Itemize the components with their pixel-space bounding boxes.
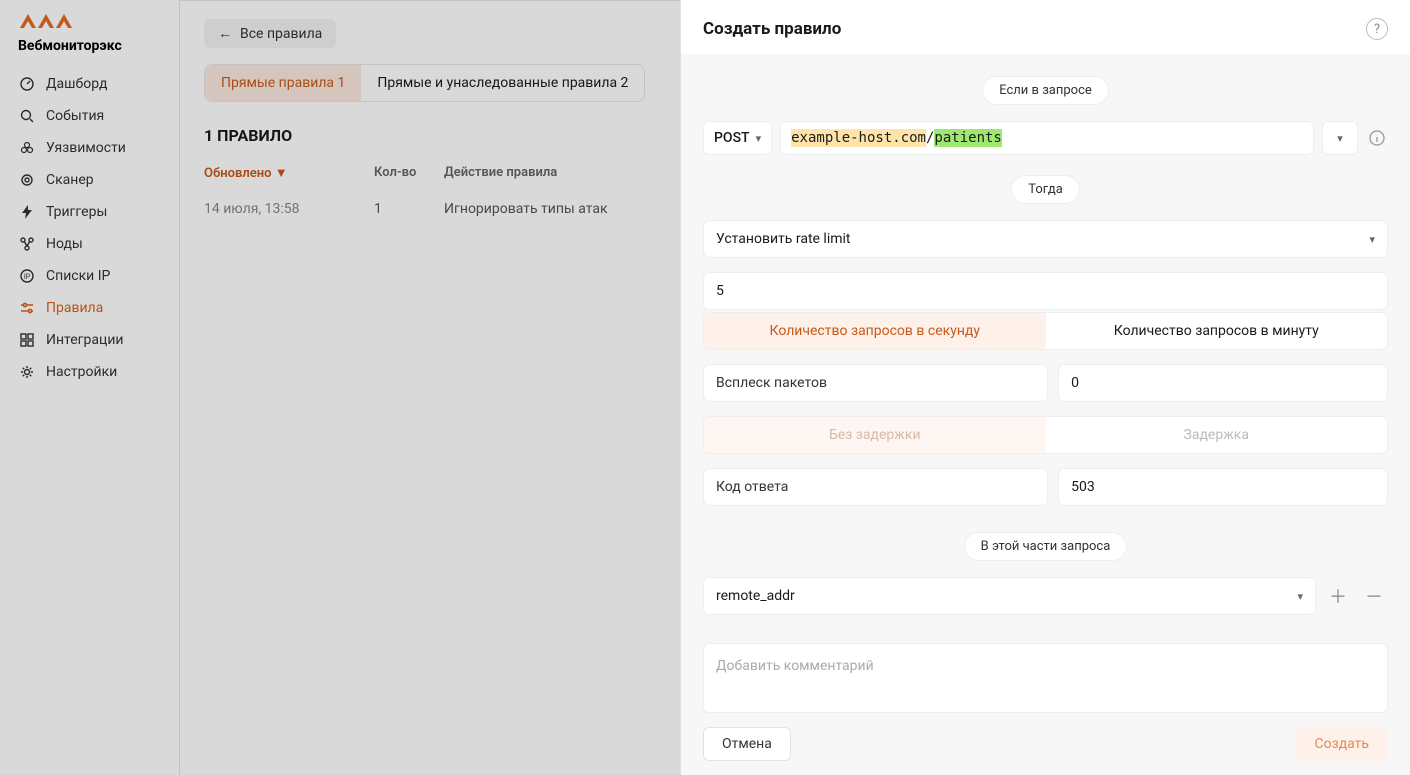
- nav-item-ip-lists[interactable]: IP Списки IP: [0, 260, 179, 292]
- sidebar: Вебмониторэкс Дашборд События Уязвимости…: [0, 0, 180, 775]
- url-input[interactable]: example-host.com/patients: [780, 121, 1314, 155]
- nav-item-nodes[interactable]: Ноды: [0, 228, 179, 260]
- all-rules-button[interactable]: ← Все правила: [204, 19, 336, 48]
- create-button[interactable]: Создать: [1296, 727, 1389, 761]
- all-rules-label: Все правила: [240, 26, 322, 42]
- nav-label: Уязвимости: [46, 140, 126, 156]
- panel-title: Создать правило: [703, 19, 841, 39]
- brand: Вебмониторэкс: [0, 10, 179, 68]
- nav-label: Триггеры: [46, 204, 107, 220]
- nav-label: Списки IP: [46, 268, 110, 284]
- response-code-input[interactable]: 503: [1058, 468, 1388, 506]
- chip-then: Тогда: [1011, 175, 1080, 204]
- sliders-icon: [18, 300, 36, 316]
- rate-limit-value: 5: [716, 283, 724, 299]
- rate-unit-per-second[interactable]: Количество запросов в секунду: [704, 313, 1046, 349]
- request-part-select[interactable]: remote_addr ▾: [703, 577, 1316, 615]
- cell-updated: 14 июля, 13:58: [204, 201, 374, 217]
- nav-item-vulnerabilities[interactable]: Уязвимости: [0, 132, 179, 164]
- burst-label: Всплеск пакетов: [703, 364, 1048, 402]
- nav-item-dashboard[interactable]: Дашборд: [0, 68, 179, 100]
- brand-name: Вебмониторэкс: [18, 38, 161, 54]
- burst-value: 0: [1071, 375, 1079, 391]
- chevron-down-icon: ▾: [1297, 590, 1303, 603]
- response-code-label: Код ответа: [703, 468, 1048, 506]
- response-code-value: 503: [1071, 479, 1095, 495]
- target-icon: [18, 172, 36, 188]
- arrow-left-icon: ←: [218, 25, 232, 42]
- panel-header: Создать правило ?: [681, 0, 1410, 54]
- chevron-down-icon: ▾: [756, 132, 762, 145]
- tab-inherited-rules[interactable]: Прямые и унаследованные правила 2: [361, 65, 644, 101]
- nav-label: Правила: [46, 300, 103, 316]
- chevron-down-icon: ▾: [1369, 233, 1375, 246]
- column-count: Кол-во: [374, 165, 444, 181]
- info-icon[interactable]: [1366, 121, 1388, 155]
- nav-item-integrations[interactable]: Интеграции: [0, 324, 179, 356]
- bolt-icon: [18, 204, 36, 220]
- burst-input[interactable]: 0: [1058, 364, 1388, 402]
- nav-label: Сканер: [46, 172, 94, 188]
- comment-placeholder: Добавить комментарий: [716, 658, 874, 674]
- panel-footer: Отмена Создать: [681, 713, 1410, 775]
- rate-limit-input[interactable]: 5: [703, 272, 1388, 310]
- nodes-icon: [18, 236, 36, 252]
- nav-label: Интеграции: [46, 332, 124, 348]
- nav-label: Настройки: [46, 364, 117, 380]
- column-updated[interactable]: Обновлено ▼: [204, 166, 288, 181]
- sort-desc-icon: ▼: [275, 166, 288, 181]
- http-method-select[interactable]: POST ▾: [703, 121, 772, 155]
- biohazard-icon: [18, 140, 36, 156]
- help-icon[interactable]: ?: [1366, 18, 1388, 40]
- ip-icon: IP: [18, 268, 36, 284]
- panel-body: Если в запросе POST ▾ example-host.com/p…: [681, 54, 1410, 713]
- request-part-value: remote_addr: [716, 588, 795, 604]
- rate-unit-per-minute[interactable]: Количество запросов в минуту: [1046, 313, 1388, 349]
- search-icon: [18, 108, 36, 124]
- tabs: Прямые правила 1 Прямые и унаследованные…: [204, 64, 645, 102]
- cell-count: 1: [374, 201, 444, 217]
- rule-action-select[interactable]: Установить rate limit ▾: [703, 220, 1388, 258]
- nav-item-scanner[interactable]: Сканер: [0, 164, 179, 196]
- chevron-down-icon: ▾: [1337, 132, 1343, 145]
- create-rule-panel: Создать правило ? Если в запросе POST ▾ …: [680, 0, 1410, 775]
- grid-icon: [18, 332, 36, 348]
- nav-item-triggers[interactable]: Триггеры: [0, 196, 179, 228]
- remove-part-button[interactable]: －: [1360, 577, 1388, 615]
- gear-icon: [18, 364, 36, 380]
- nav-label: Дашборд: [46, 76, 107, 92]
- add-part-button[interactable]: ＋: [1324, 577, 1352, 615]
- tab-direct-rules[interactable]: Прямые правила 1: [205, 65, 361, 101]
- url-host: example-host.com: [791, 129, 926, 147]
- delay-option-delay[interactable]: Задержка: [1046, 417, 1388, 453]
- nav: Дашборд События Уязвимости Сканер Тригге…: [0, 68, 179, 388]
- cancel-button[interactable]: Отмена: [703, 727, 791, 761]
- rule-action-value: Установить rate limit: [716, 231, 851, 247]
- comment-input[interactable]: Добавить комментарий: [703, 643, 1388, 713]
- http-method-value: POST: [714, 130, 750, 146]
- svg-text:IP: IP: [24, 273, 31, 281]
- brand-logo-icon: [18, 10, 78, 34]
- delay-option-none[interactable]: Без задержки: [704, 417, 1046, 453]
- nav-item-events[interactable]: События: [0, 100, 179, 132]
- nav-item-rules[interactable]: Правила: [0, 292, 179, 324]
- gauge-icon: [18, 76, 36, 92]
- url-expand-button[interactable]: ▾: [1322, 121, 1358, 155]
- chip-if-request: Если в запросе: [982, 76, 1109, 105]
- nav-item-settings[interactable]: Настройки: [0, 356, 179, 388]
- chip-request-part: В этой части запроса: [964, 532, 1128, 561]
- url-path-segment: patients: [934, 129, 1001, 147]
- nav-label: События: [46, 108, 104, 124]
- nav-label: Ноды: [46, 236, 83, 252]
